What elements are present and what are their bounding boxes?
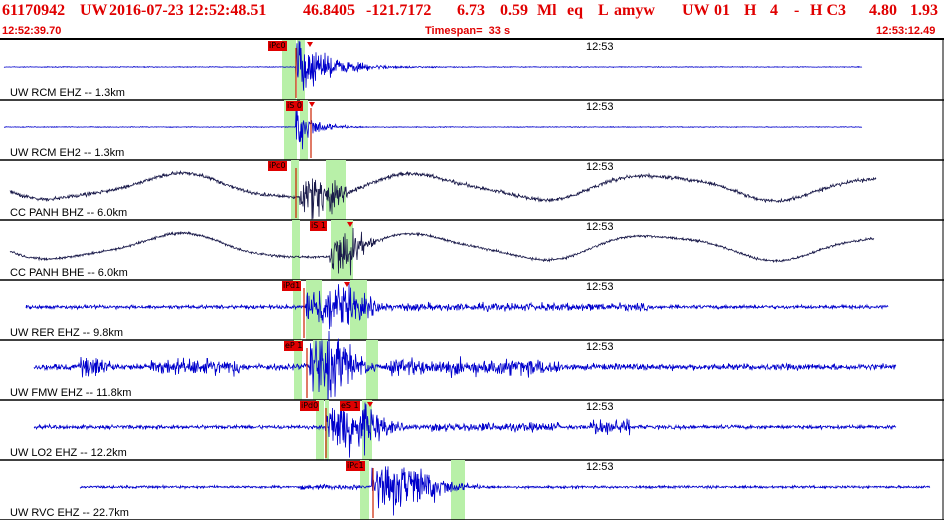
event-summary-line: 61170942 UW 2016-07-23 12:52:48.51 46.84… <box>0 2 944 24</box>
pick-window <box>284 100 297 160</box>
phase-pick-flag[interactable]: iPd1 <box>282 281 302 291</box>
pick-window <box>360 460 369 520</box>
event-network: UW <box>80 2 108 19</box>
trace-label: UW RCM EH2 -- 1.3km <box>10 147 125 159</box>
pick-window <box>292 220 300 280</box>
end-time: 12:53:12.49 <box>876 25 936 37</box>
value-a: 4.80 <box>869 2 897 19</box>
event-datetime: 2016-07-23 12:52:48.51 <box>109 2 267 19</box>
waveform-trace <box>9 169 877 220</box>
event-type: eq <box>567 2 583 19</box>
phase-pick-flag[interactable]: iS 1 <box>310 221 327 231</box>
trace-label: UW RCM EHZ -- 1.3km <box>10 87 125 99</box>
quality-c: H C3 <box>810 2 846 19</box>
phase-pick-flag[interactable]: iPc1 <box>346 461 365 471</box>
pick-window <box>325 400 329 460</box>
pick-window <box>300 100 308 160</box>
trace-time-label: 12:53 <box>586 161 614 173</box>
phase-pick-flag[interactable]: iPc0 <box>268 161 287 171</box>
trace-label: UW LO2 EHZ -- 12.2km <box>10 447 127 459</box>
phase-pick-flag[interactable]: iS 0 <box>286 101 303 111</box>
pick-triangle-marker[interactable] <box>367 402 373 407</box>
pick-window <box>294 340 302 400</box>
pick-window <box>366 340 378 400</box>
start-time: 12:52:39.70 <box>2 25 62 37</box>
source-version: 01 <box>714 2 730 19</box>
pick-window <box>297 40 305 100</box>
trace-label: UW FMW EHZ -- 11.8km <box>10 387 132 399</box>
pick-window <box>282 40 296 100</box>
quality-h: H <box>744 2 757 19</box>
event-latitude: 46.8405 <box>303 2 355 19</box>
pick-window <box>331 220 353 280</box>
trace-time-label: 12:53 <box>586 221 614 233</box>
waveform-trace <box>9 227 875 276</box>
waveform-trace <box>33 330 897 412</box>
event-depth: 6.73 <box>457 2 485 19</box>
trace-time-label: 12:53 <box>586 461 614 473</box>
phase-pick-flag[interactable]: eP 1 <box>284 341 304 351</box>
trace-time-label: 12:53 <box>586 401 614 413</box>
phase-pick-flag[interactable]: iPd0 <box>300 401 320 411</box>
pick-window <box>291 160 299 220</box>
pick-triangle-marker[interactable] <box>347 222 353 227</box>
pick-window <box>306 280 322 340</box>
event-header: 61170942 UW 2016-07-23 12:52:48.51 46.84… <box>0 0 944 40</box>
pick-triangle-marker[interactable] <box>307 42 313 47</box>
phase-pick-flag[interactable]: iPc0 <box>268 41 287 51</box>
trace-label: UW RVC EHZ -- 22.7km <box>10 507 129 519</box>
waveform-trace <box>79 466 931 516</box>
event-magnitude: 0.59 <box>500 2 528 19</box>
header-divider <box>0 38 944 40</box>
waveform-trace <box>33 402 897 458</box>
trace-time-label: 12:53 <box>586 41 614 53</box>
pick-window <box>326 160 346 220</box>
trace-time-label: 12:53 <box>586 341 614 353</box>
source-network: UW <box>682 2 710 19</box>
pick-triangle-marker[interactable] <box>309 102 315 107</box>
waveform-trace <box>3 40 863 91</box>
pick-window <box>451 460 465 520</box>
quality-n: 4 <box>770 2 778 19</box>
event-longitude: -121.7172 <box>366 2 432 19</box>
event-id: 61170942 <box>2 2 66 19</box>
pick-window <box>293 280 301 340</box>
pick-window <box>316 400 324 460</box>
quality-dash: - <box>794 2 800 19</box>
waveform-trace <box>3 106 863 150</box>
trace-time-label: 12:53 <box>586 281 614 293</box>
trace-label: CC PANH BHE -- 6.0km <box>10 267 128 279</box>
pick-triangle-marker[interactable] <box>344 282 350 287</box>
event-mag-type: Ml <box>537 2 557 19</box>
value-b: 1.93 <box>910 2 938 19</box>
trace-time-label: 12:53 <box>586 101 614 113</box>
waveform-trace <box>25 282 889 330</box>
timespan-readout: Timespan= 33 s <box>425 25 511 37</box>
trace-label: CC PANH BHZ -- 6.0km <box>10 207 128 219</box>
phase-pick-flag-secondary[interactable]: eS 1 <box>340 401 360 411</box>
trace-label: UW RER EHZ -- 9.8km <box>10 327 124 339</box>
analyst-name: amyw <box>614 2 655 19</box>
location-flag: L <box>598 2 609 19</box>
